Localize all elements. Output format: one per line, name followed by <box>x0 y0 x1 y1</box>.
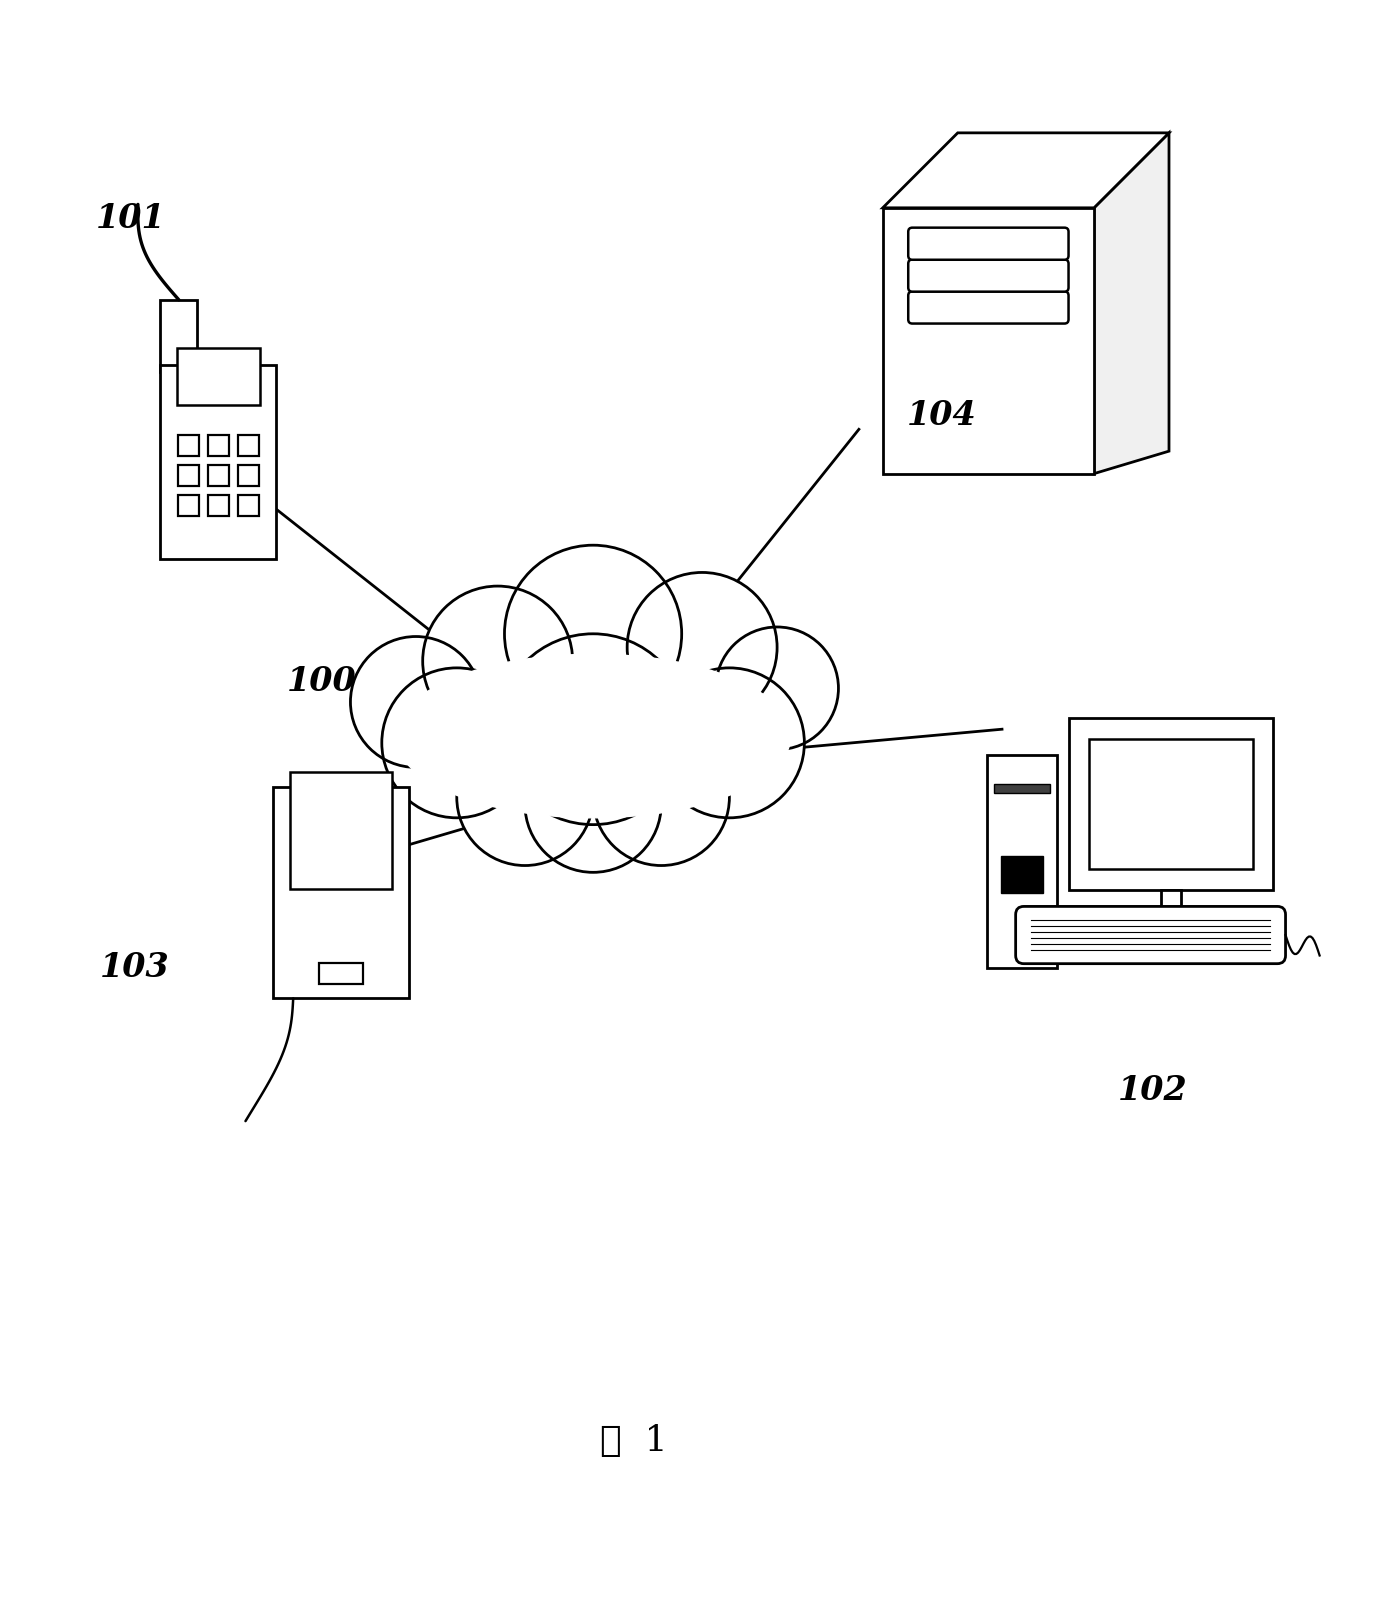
Bar <box>1001 856 1042 894</box>
Bar <box>178 435 198 456</box>
FancyBboxPatch shape <box>909 292 1069 323</box>
Bar <box>1161 890 1181 918</box>
Bar <box>176 347 260 406</box>
Circle shape <box>381 668 532 817</box>
Bar <box>883 208 1093 474</box>
Circle shape <box>525 736 661 873</box>
Bar <box>160 300 197 373</box>
Circle shape <box>497 634 688 824</box>
Bar <box>208 435 229 456</box>
FancyBboxPatch shape <box>909 227 1069 260</box>
Text: 图  1: 图 1 <box>600 1424 668 1458</box>
Bar <box>238 435 259 456</box>
Text: 100: 100 <box>286 665 357 697</box>
Bar <box>289 772 392 889</box>
Bar <box>994 783 1049 793</box>
Circle shape <box>593 730 730 866</box>
Bar <box>208 466 229 487</box>
Bar <box>1139 918 1203 929</box>
Bar <box>987 754 1056 968</box>
Circle shape <box>654 668 804 817</box>
Bar <box>319 962 362 983</box>
Bar <box>238 466 259 487</box>
Text: 103: 103 <box>99 950 169 985</box>
Bar <box>1069 719 1274 890</box>
Bar <box>273 787 409 999</box>
Bar <box>178 466 198 487</box>
Text: 102: 102 <box>1118 1074 1187 1106</box>
FancyBboxPatch shape <box>909 260 1069 292</box>
Circle shape <box>423 586 573 736</box>
Bar <box>1089 740 1253 869</box>
Text: 104: 104 <box>906 399 976 431</box>
Text: 101: 101 <box>95 201 165 235</box>
Circle shape <box>351 636 482 767</box>
Bar <box>178 495 198 516</box>
FancyBboxPatch shape <box>1016 907 1286 963</box>
Circle shape <box>627 573 777 722</box>
Bar <box>208 495 229 516</box>
Ellipse shape <box>395 654 790 817</box>
Bar <box>160 365 277 560</box>
Circle shape <box>716 628 839 749</box>
Bar <box>238 495 259 516</box>
Polygon shape <box>883 133 1169 208</box>
Polygon shape <box>1093 133 1169 474</box>
Circle shape <box>457 730 593 866</box>
Circle shape <box>504 545 682 722</box>
